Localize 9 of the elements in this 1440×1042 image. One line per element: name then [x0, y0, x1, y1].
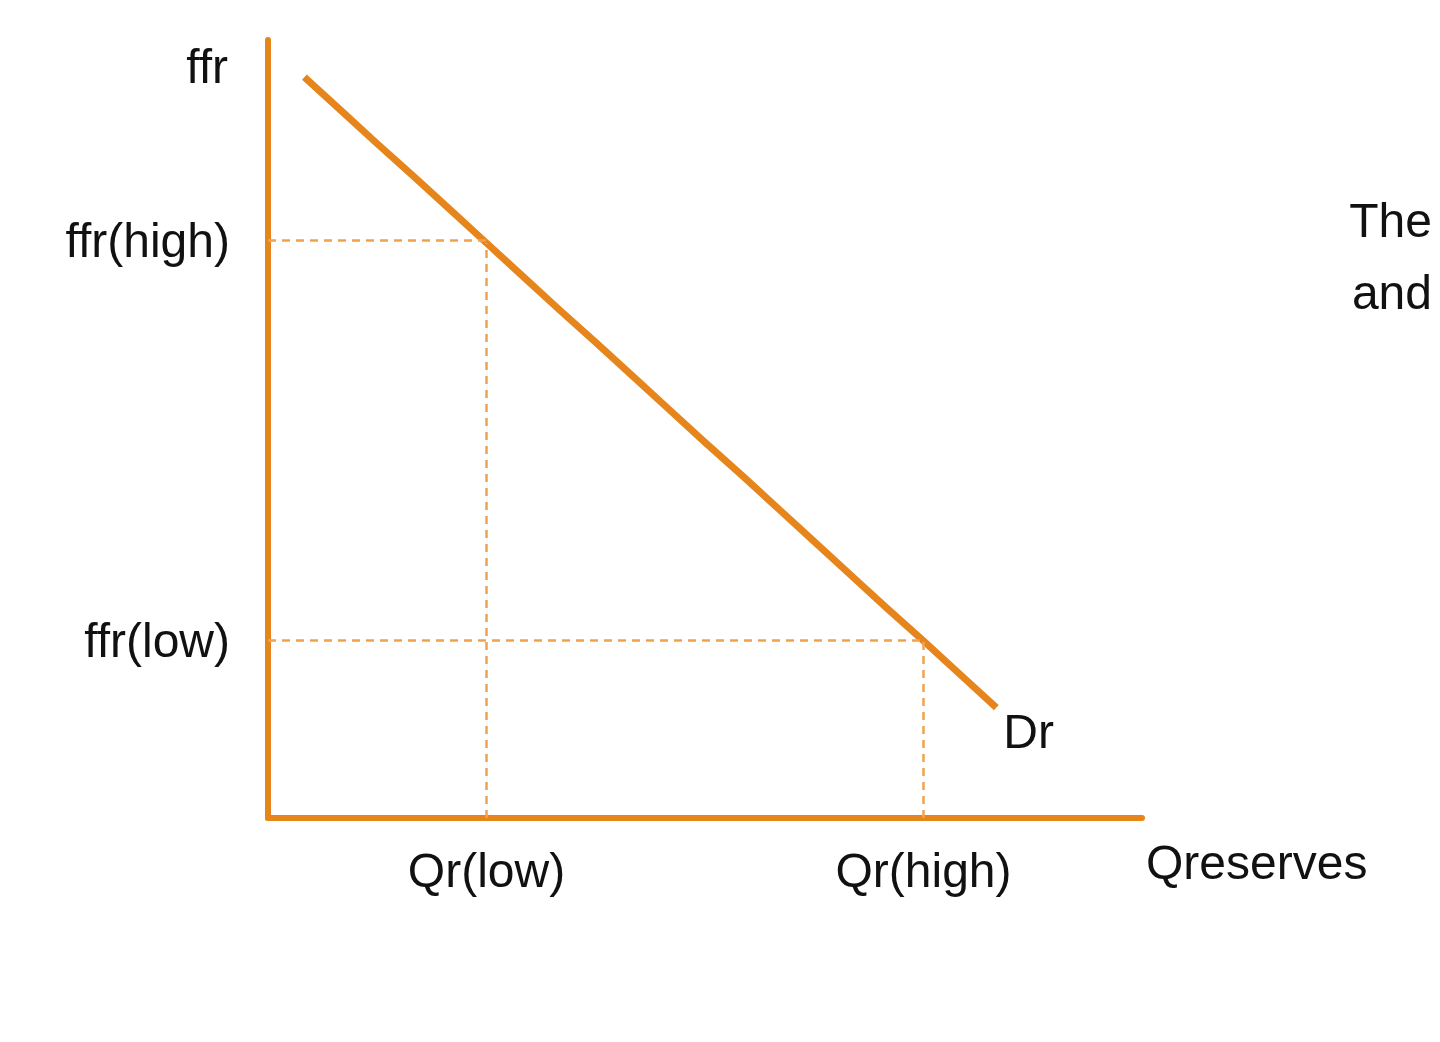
y-axis-title: ffr: [186, 39, 229, 93]
ref-line-label: ffr(low): [84, 613, 230, 667]
x-tick-label: Qr(low): [407, 843, 566, 897]
series-label: Dr: [1003, 705, 1054, 759]
ref-line-label: ffr(high): [65, 213, 230, 267]
x-tick-label: Qr(high): [835, 843, 1012, 897]
x-axis-title: Qreserves: [1146, 835, 1368, 889]
text: The: [1349, 193, 1433, 247]
text: and: [1351, 265, 1433, 319]
